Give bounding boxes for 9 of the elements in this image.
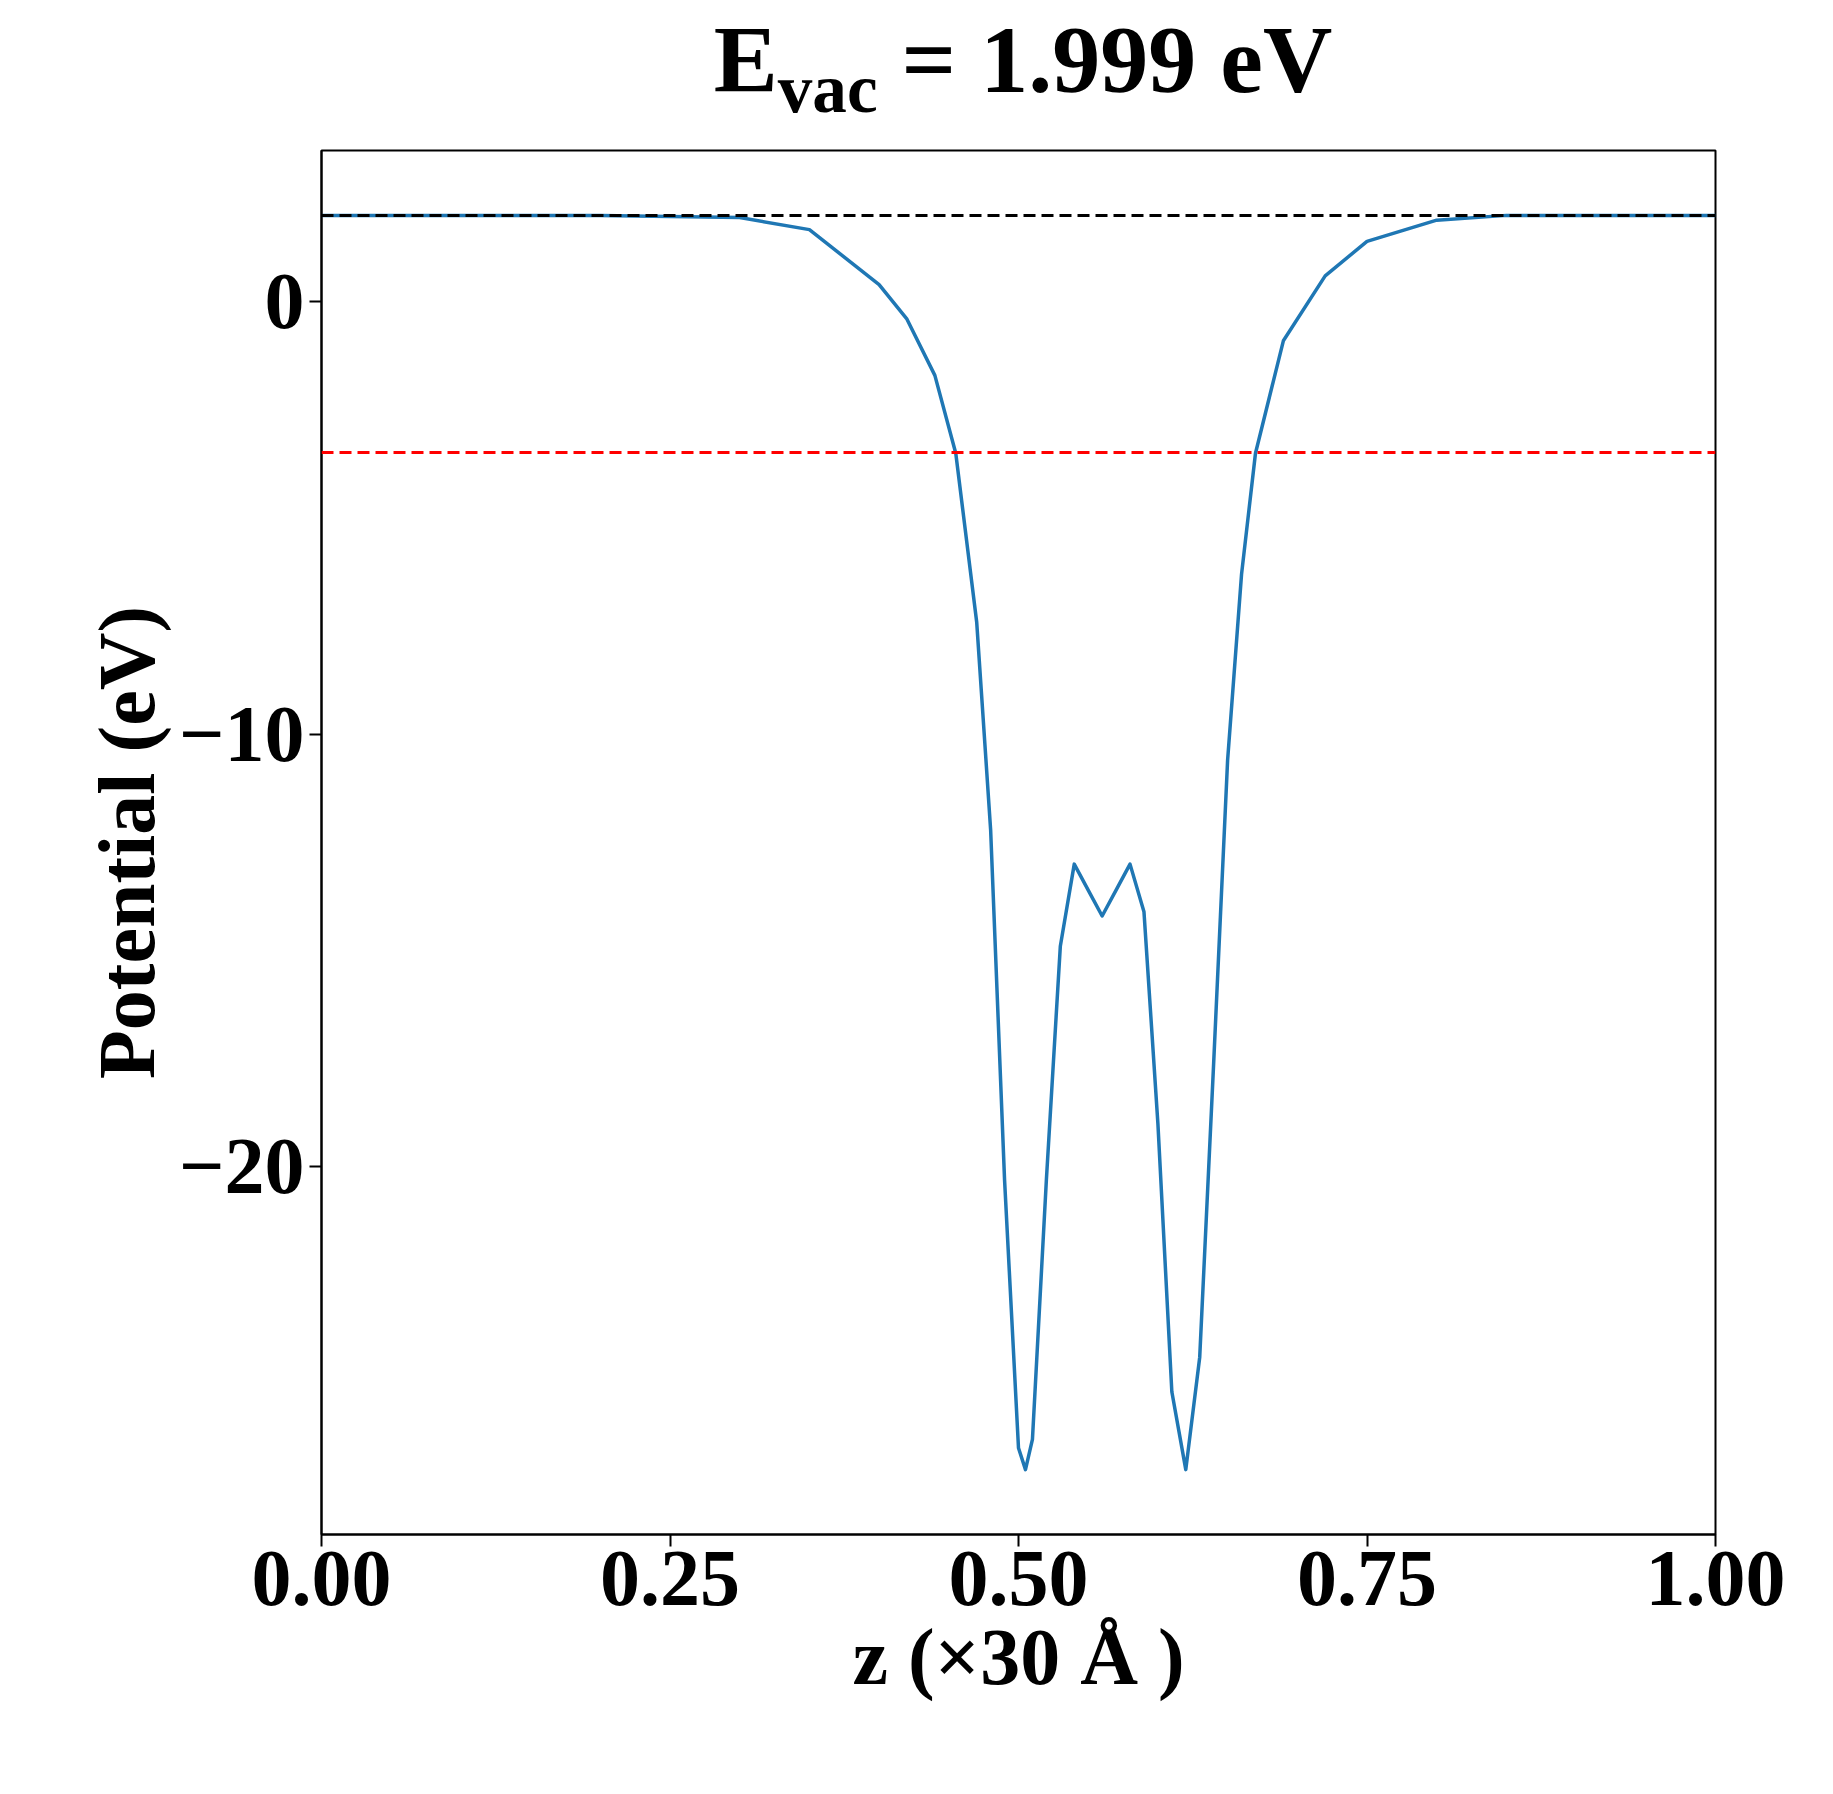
x-tick-label: 1.00 [1645, 1533, 1786, 1622]
chart-title: E$_{vac}$ = 1.999 eV [713, 5, 1333, 130]
y-tick-label: −10 [178, 689, 305, 778]
y-tick-label: −20 [178, 1122, 305, 1211]
x-tick-label: 0.00 [251, 1533, 392, 1622]
y-axis-title: Potential (eV) [82, 605, 172, 1080]
x-tick-label: 0.75 [1297, 1533, 1437, 1622]
y-tick-label: 0 [264, 257, 305, 346]
x-tick-label: 0.25 [600, 1533, 740, 1622]
